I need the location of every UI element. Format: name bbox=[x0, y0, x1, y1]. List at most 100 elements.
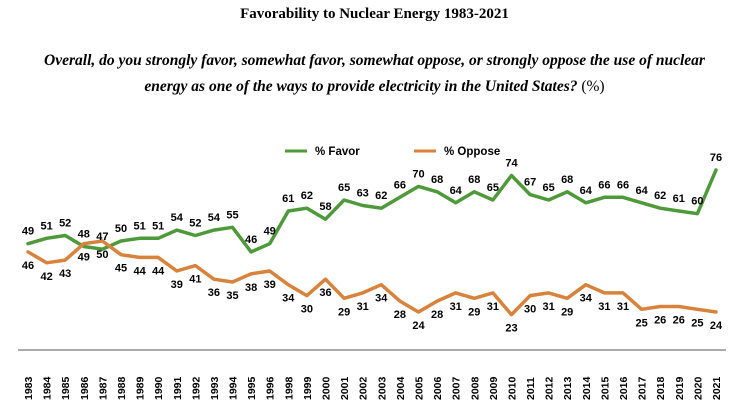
data-label-favor: 66 bbox=[394, 179, 406, 191]
data-label-favor: 48 bbox=[78, 229, 90, 241]
data-label-favor: 65 bbox=[487, 182, 499, 194]
x-tick-label: 1985 bbox=[60, 376, 72, 400]
legend-label-favor: % Favor bbox=[315, 146, 360, 158]
data-label-oppose: 25 bbox=[691, 317, 703, 329]
question-unit: (%) bbox=[581, 78, 605, 95]
data-label-oppose: 30 bbox=[524, 304, 536, 316]
series-line-oppose bbox=[26, 239, 718, 317]
data-label-oppose: 41 bbox=[189, 274, 201, 286]
x-tick-label: 2002 bbox=[358, 376, 370, 400]
x-tick-label: 1998 bbox=[283, 376, 295, 400]
data-label-favor: 74 bbox=[505, 158, 518, 170]
x-tick-label: 1996 bbox=[265, 376, 277, 400]
data-label-oppose: 43 bbox=[59, 268, 71, 280]
x-tick-label: 2020 bbox=[692, 376, 704, 400]
data-label-favor: 46 bbox=[245, 234, 257, 246]
data-label-oppose: 49 bbox=[78, 252, 90, 264]
x-tick-label: 1999 bbox=[302, 376, 314, 400]
data-label-oppose: 26 bbox=[673, 315, 685, 327]
data-label-favor: 47 bbox=[96, 231, 108, 243]
x-tick-label: 1990 bbox=[153, 376, 165, 400]
data-label-favor: 66 bbox=[598, 179, 610, 191]
x-tick-label: 2003 bbox=[376, 376, 388, 400]
data-label-favor: 68 bbox=[561, 174, 573, 186]
data-label-oppose: 31 bbox=[598, 301, 610, 313]
data-label-oppose: 29 bbox=[468, 306, 480, 318]
data-label-favor: 62 bbox=[301, 190, 313, 202]
data-label-oppose: 31 bbox=[542, 301, 554, 313]
data-label-favor: 62 bbox=[654, 190, 666, 202]
data-label-favor: 68 bbox=[468, 174, 480, 186]
data-label-oppose: 30 bbox=[301, 304, 313, 316]
x-tick-label: 1988 bbox=[116, 376, 128, 400]
data-label-oppose: 50 bbox=[96, 249, 108, 261]
series-line-favor bbox=[26, 168, 718, 254]
data-label-oppose: 28 bbox=[394, 309, 406, 321]
x-tick-label: 2015 bbox=[599, 376, 611, 400]
data-label-oppose: 34 bbox=[580, 293, 593, 305]
x-tick-label: 2017 bbox=[637, 376, 649, 400]
data-label-oppose: 29 bbox=[338, 306, 350, 318]
data-label-oppose: 28 bbox=[431, 309, 443, 321]
data-label-favor: 58 bbox=[319, 201, 331, 213]
data-label-oppose: 44 bbox=[152, 265, 165, 277]
legend-label-oppose: % Oppose bbox=[444, 146, 500, 158]
data-label-oppose: 39 bbox=[264, 279, 276, 291]
x-tick-label: 2019 bbox=[674, 376, 686, 400]
data-label-favor: 65 bbox=[338, 182, 350, 194]
data-label-oppose: 24 bbox=[412, 320, 425, 332]
data-label-oppose: 34 bbox=[375, 293, 388, 305]
data-label-oppose: 31 bbox=[450, 301, 462, 313]
data-label-oppose: 36 bbox=[319, 287, 331, 299]
x-tick-label: 1994 bbox=[228, 376, 240, 400]
data-label-oppose: 31 bbox=[617, 301, 629, 313]
data-label-favor: 64 bbox=[635, 185, 648, 197]
data-label-favor: 54 bbox=[171, 212, 184, 224]
data-labels: 49 51 52 48 47 50 51 51 54 52 54 55 46 49 61 62 58 65 63 62… bbox=[22, 152, 723, 335]
data-label-favor: 66 bbox=[617, 179, 629, 191]
data-label-favor: 51 bbox=[133, 220, 145, 232]
data-label-favor: 76 bbox=[710, 152, 722, 164]
data-label-oppose: 44 bbox=[133, 265, 146, 277]
data-label-oppose: 35 bbox=[226, 290, 238, 302]
data-label-favor: 50 bbox=[115, 223, 127, 235]
data-label-oppose: 24 bbox=[710, 320, 723, 332]
x-tick-label: 2011 bbox=[525, 377, 537, 400]
x-tick-label: 2014 bbox=[581, 376, 593, 400]
data-label-oppose: 38 bbox=[245, 282, 257, 294]
survey-question: Overall, do you strongly favor, somewhat… bbox=[0, 48, 749, 100]
data-label-oppose: 26 bbox=[654, 315, 666, 327]
data-label-oppose: 42 bbox=[40, 271, 52, 283]
data-label-favor: 54 bbox=[208, 212, 221, 224]
data-label-oppose: 29 bbox=[561, 306, 573, 318]
x-tick-label: 2013 bbox=[562, 376, 574, 400]
x-tick-label: 2007 bbox=[451, 376, 463, 400]
x-tick-label: 2012 bbox=[544, 376, 556, 400]
x-tick-label: 2018 bbox=[655, 376, 667, 400]
data-label-oppose: 46 bbox=[22, 260, 34, 272]
x-tick-label: 1987 bbox=[97, 376, 109, 400]
x-axis-ticks: 1983 1984 1985 1986 1987 1988 1989 1990 1991 1992… bbox=[23, 376, 723, 400]
x-tick-label: 2000 bbox=[321, 376, 333, 400]
data-label-favor: 70 bbox=[412, 168, 424, 180]
data-label-favor: 52 bbox=[189, 218, 201, 230]
data-label-oppose: 25 bbox=[635, 317, 647, 329]
legend: % Favor % Oppose bbox=[285, 146, 500, 158]
x-tick-label: 2006 bbox=[432, 376, 444, 400]
data-label-favor: 67 bbox=[524, 177, 536, 189]
data-label-favor: 49 bbox=[22, 226, 34, 238]
data-label-favor: 51 bbox=[152, 220, 164, 232]
x-tick-label: 2016 bbox=[618, 376, 630, 400]
question-line-1: Overall, do you strongly favor, somewhat… bbox=[44, 52, 705, 69]
x-tick-label: 1986 bbox=[79, 376, 91, 400]
x-tick-label: 1992 bbox=[190, 376, 202, 400]
data-label-oppose: 36 bbox=[208, 287, 220, 299]
x-tick-label: 1995 bbox=[246, 376, 258, 400]
data-label-favor: 55 bbox=[226, 209, 238, 221]
data-label-favor: 60 bbox=[691, 196, 703, 208]
data-label-favor: 49 bbox=[264, 226, 276, 238]
chart-title: Favorability to Nuclear Energy 1983-2021 bbox=[240, 6, 509, 22]
data-label-favor: 63 bbox=[357, 188, 369, 200]
data-label-favor: 64 bbox=[450, 185, 463, 197]
